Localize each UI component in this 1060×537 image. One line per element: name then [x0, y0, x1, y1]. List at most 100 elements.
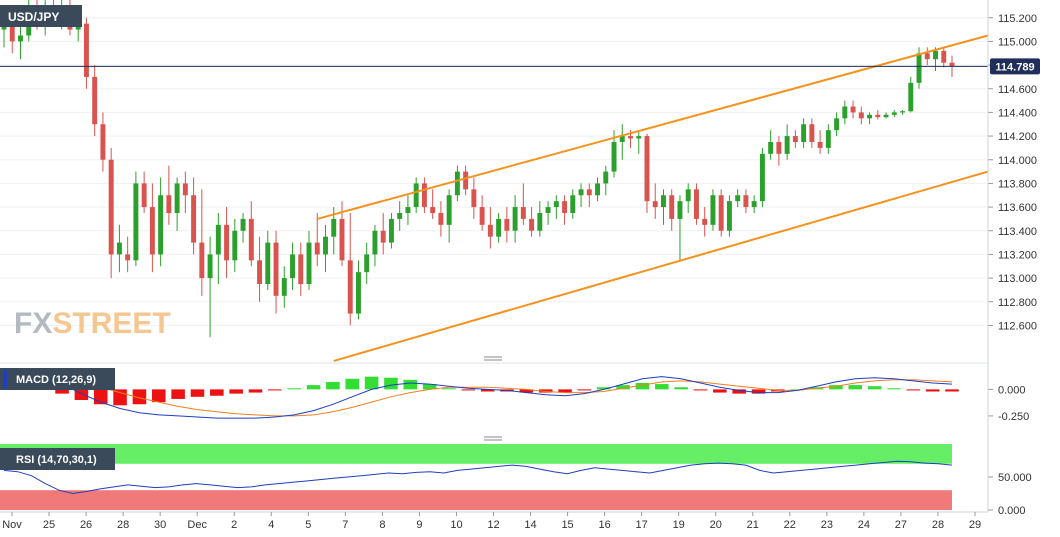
macd-histogram-bar — [887, 388, 901, 390]
candle-body — [133, 183, 139, 261]
macd-histogram-bar — [306, 385, 321, 390]
candle-body — [562, 201, 568, 213]
macd-histogram — [0, 376, 959, 406]
candle-body — [9, 23, 15, 42]
macd-histogram-bar — [519, 389, 534, 393]
macd-histogram-bar — [190, 389, 205, 397]
candle-body — [817, 142, 823, 148]
macd-histogram-bar — [596, 387, 611, 390]
candle-body — [611, 142, 617, 172]
candle-body — [83, 23, 89, 77]
macd-histogram-bar — [480, 389, 495, 392]
candle-body — [900, 111, 906, 113]
macd-pane[interactable]: 0.000 -0.250 MACD (12,26,9) — [0, 362, 1029, 423]
candle-body — [529, 218, 535, 231]
macd-histogram-bar — [732, 389, 746, 394]
candle-body — [619, 136, 625, 142]
time-tick-label: Dec — [187, 519, 207, 531]
candle-body — [743, 195, 749, 208]
pane-divider-handle[interactable] — [484, 356, 502, 361]
price-tick-label: 114.400 — [998, 107, 1037, 119]
candle-body — [520, 207, 526, 219]
time-tick-label: 28 — [932, 519, 944, 531]
price-tick-label: 115.000 — [998, 36, 1037, 48]
time-tick-label: 16 — [598, 519, 610, 531]
candle-body — [693, 189, 699, 219]
candle-body — [883, 114, 889, 118]
candle-body — [290, 254, 295, 279]
price-tick-label: 113.800 — [998, 178, 1037, 190]
candle-body — [677, 201, 683, 219]
macd-label: MACD (12,26,9) — [16, 374, 96, 386]
macd-histogram-bar — [848, 385, 863, 390]
macd-histogram-bar — [577, 389, 592, 391]
candle-body — [347, 260, 353, 314]
time-axis: Nov 25 26 28 30 Dec 2 4 5 7 8 9 10 12 14 15 16 17 19 20 21 22… — [0, 511, 988, 531]
time-tick-label: 8 — [379, 519, 385, 531]
price-tick-label: 114.600 — [998, 84, 1037, 96]
candle-body — [496, 218, 502, 237]
macd-histogram-bar — [674, 387, 688, 390]
candle-body — [809, 124, 815, 142]
candle-body — [446, 195, 452, 225]
candle-body — [718, 195, 724, 231]
price-tick-label: 113.000 — [998, 273, 1037, 285]
price-tick-label: 115.200 — [998, 13, 1037, 25]
rsi-tick-label: 50.000 — [998, 472, 1032, 484]
symbol-label: USD/JPY — [8, 10, 59, 24]
rsi-pane[interactable]: 50.000 0.000 RSI (14,70,30,1) — [0, 444, 1032, 517]
candle-body — [636, 136, 642, 139]
macd-histogram-bar — [925, 389, 940, 392]
macd-histogram-bar — [229, 389, 243, 394]
candle-body — [281, 278, 287, 296]
candle-body — [182, 183, 188, 196]
candle-body — [949, 62, 955, 67]
time-tick-label: 7 — [342, 519, 348, 531]
candle-body — [314, 242, 320, 255]
candle-body — [125, 254, 131, 261]
candle-body — [364, 254, 370, 273]
macd-histogram-bar — [364, 376, 379, 390]
macd-histogram-bar — [326, 381, 340, 390]
price-pane[interactable]: 115.200115.000114.800114.600114.400114.2… — [0, 0, 1040, 362]
time-tick-label: 30 — [154, 519, 166, 531]
time-tick-label: 12 — [487, 519, 499, 531]
watermark-fx: FX — [14, 307, 52, 340]
candle-body — [933, 50, 938, 60]
candle-body — [685, 189, 691, 202]
candle-body — [108, 159, 114, 255]
candle-body — [652, 201, 658, 208]
candle-body — [174, 183, 180, 213]
time-tick-label: 17 — [636, 519, 648, 531]
time-tick-label: 25 — [43, 519, 55, 531]
macd-histogram-bar — [461, 389, 476, 391]
price-gridlines — [0, 17, 988, 326]
candle-body — [603, 171, 609, 184]
pane-divider-handle[interactable] — [484, 436, 502, 441]
candle-body — [166, 195, 172, 213]
macd-histogram-bar — [55, 389, 69, 394]
rsi-label: RSI (14,70,30,1) — [16, 454, 97, 466]
last-price-value: 114.789 — [995, 61, 1034, 73]
time-tick-label: 21 — [747, 519, 759, 531]
candle-body — [553, 201, 559, 208]
candle-body — [825, 130, 831, 148]
macd-tick-label: -0.250 — [998, 411, 1029, 423]
macd-histogram-bar — [152, 389, 166, 403]
macd-histogram-bar — [558, 389, 572, 393]
candle-body — [842, 106, 848, 119]
price-tick-label: 113.600 — [998, 202, 1037, 214]
price-tick-label: 113.400 — [998, 226, 1037, 238]
candle-body — [595, 183, 601, 196]
candle-body — [149, 207, 155, 255]
price-tick-label: 114.200 — [998, 131, 1037, 143]
macd-histogram-bar — [713, 389, 727, 393]
candle-body — [463, 171, 469, 190]
macd-badge: MACD (12,26,9) — [0, 368, 115, 390]
candle-body — [792, 136, 798, 142]
candle-body — [479, 207, 485, 225]
candle-body — [298, 254, 304, 284]
macd-histogram-bar — [538, 389, 553, 393]
candle-body — [834, 118, 840, 131]
